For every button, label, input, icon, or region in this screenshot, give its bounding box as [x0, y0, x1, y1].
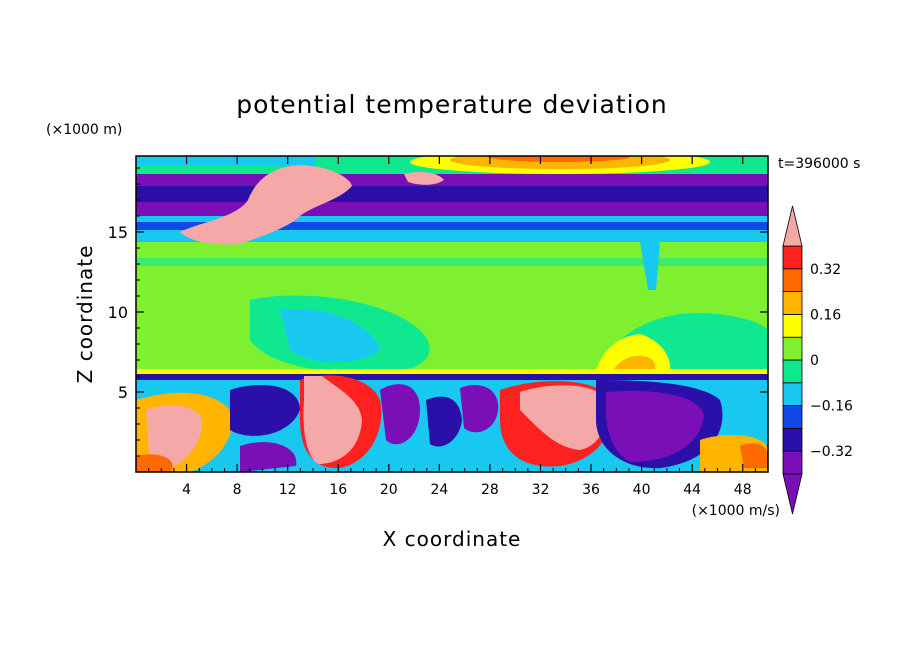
- x-tick-label: 48: [734, 482, 752, 498]
- heatmap-field: [136, 156, 768, 472]
- colorbar: 0.32 0.16 0 −0.16 −0.32: [782, 205, 853, 515]
- x-axis-label: X coordinate: [383, 527, 522, 551]
- colorbar-swatch: [782, 427, 803, 452]
- colorbar-swatch: [782, 245, 803, 270]
- upper-warm-blob: [180, 165, 352, 245]
- colorbar-label: −0.32: [810, 444, 853, 460]
- chart-title: potential temperature deviation: [236, 90, 667, 119]
- y-unit-label: (×1000 m): [46, 122, 122, 138]
- time-label: t=396000 s: [778, 156, 860, 172]
- y-tick-label: 15: [108, 223, 128, 242]
- colorbar-label: −0.16: [810, 399, 853, 415]
- x-tick-label: 20: [380, 482, 398, 498]
- y-axis-label: Z coordinate: [73, 245, 97, 384]
- x-tick-label: 28: [481, 482, 499, 498]
- x-tick-label: 32: [532, 482, 550, 498]
- lower-warm-left: [146, 405, 203, 468]
- lower-warm-center: [303, 376, 362, 464]
- colorbar-swatch: [782, 336, 803, 361]
- colorbar-over-triangle: [782, 205, 803, 247]
- colorbar-swatch: [782, 268, 803, 292]
- lower-cold-region: [606, 390, 704, 462]
- colorbar-swatch: [782, 450, 803, 475]
- colorbar-swatch: [782, 291, 803, 315]
- colorbar-swatch: [782, 313, 803, 338]
- x-unit-label: (×1000 m/s): [692, 503, 780, 519]
- colorbar-label: 0.16: [810, 307, 841, 323]
- x-tick-label: 24: [430, 482, 448, 498]
- colorbar-swatch: [782, 405, 803, 429]
- x-tick-label: 16: [329, 482, 347, 498]
- y-tick-label: 5: [118, 383, 128, 402]
- x-tick-label: 12: [279, 482, 297, 498]
- x-tick-label: 40: [633, 482, 651, 498]
- x-tick-label: 36: [582, 482, 600, 498]
- y-tick-label: 10: [108, 303, 128, 322]
- lower-warm-right: [520, 385, 607, 450]
- x-tick-label: 8: [233, 482, 242, 498]
- y-axis-ticks: 5 10 15: [108, 167, 768, 457]
- colorbar-swatch: [782, 359, 803, 384]
- x-tick-label: 44: [683, 482, 701, 498]
- colorbar-label: 0.32: [810, 262, 841, 278]
- colorbar-label: 0: [810, 353, 819, 369]
- x-axis-ticks: 4 8 12 16 20 24 28 32 36 40 44 48: [148, 156, 756, 498]
- colorbar-swatch: [782, 382, 803, 406]
- x-tick-label: 4: [182, 482, 191, 498]
- colorbar-under-triangle: [782, 473, 803, 515]
